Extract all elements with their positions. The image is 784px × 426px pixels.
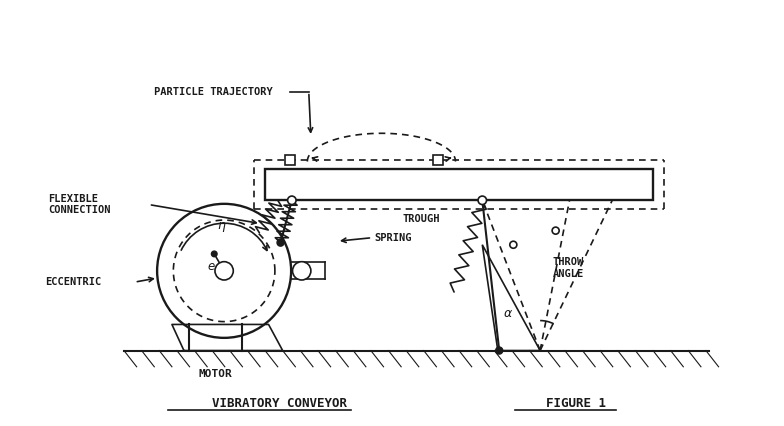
Text: α: α xyxy=(503,307,512,320)
Bar xyxy=(433,155,443,165)
Circle shape xyxy=(292,262,311,280)
Text: PARTICLE TRAJECTORY: PARTICLE TRAJECTORY xyxy=(154,86,272,97)
Text: FLEXIBLE
CONNECTION: FLEXIBLE CONNECTION xyxy=(48,194,111,215)
Bar xyxy=(285,155,295,165)
Circle shape xyxy=(478,196,487,204)
Text: ECCENTRIC: ECCENTRIC xyxy=(45,277,101,287)
Text: SPRING: SPRING xyxy=(375,233,412,243)
Text: VIBRATORY CONVEYOR: VIBRATORY CONVEYOR xyxy=(212,397,347,410)
Circle shape xyxy=(495,347,503,354)
Circle shape xyxy=(277,239,284,246)
Text: e: e xyxy=(207,260,215,273)
Text: MOTOR: MOTOR xyxy=(198,369,232,379)
Circle shape xyxy=(552,227,559,234)
Text: η: η xyxy=(217,219,225,232)
Bar xyxy=(265,169,653,200)
Circle shape xyxy=(215,262,234,280)
Text: TROUGH: TROUGH xyxy=(402,214,440,224)
Circle shape xyxy=(510,241,517,248)
Circle shape xyxy=(212,251,217,257)
Text: THROW
ANGLE: THROW ANGLE xyxy=(553,257,584,279)
Text: FIGURE 1: FIGURE 1 xyxy=(546,397,606,410)
Circle shape xyxy=(288,196,296,204)
